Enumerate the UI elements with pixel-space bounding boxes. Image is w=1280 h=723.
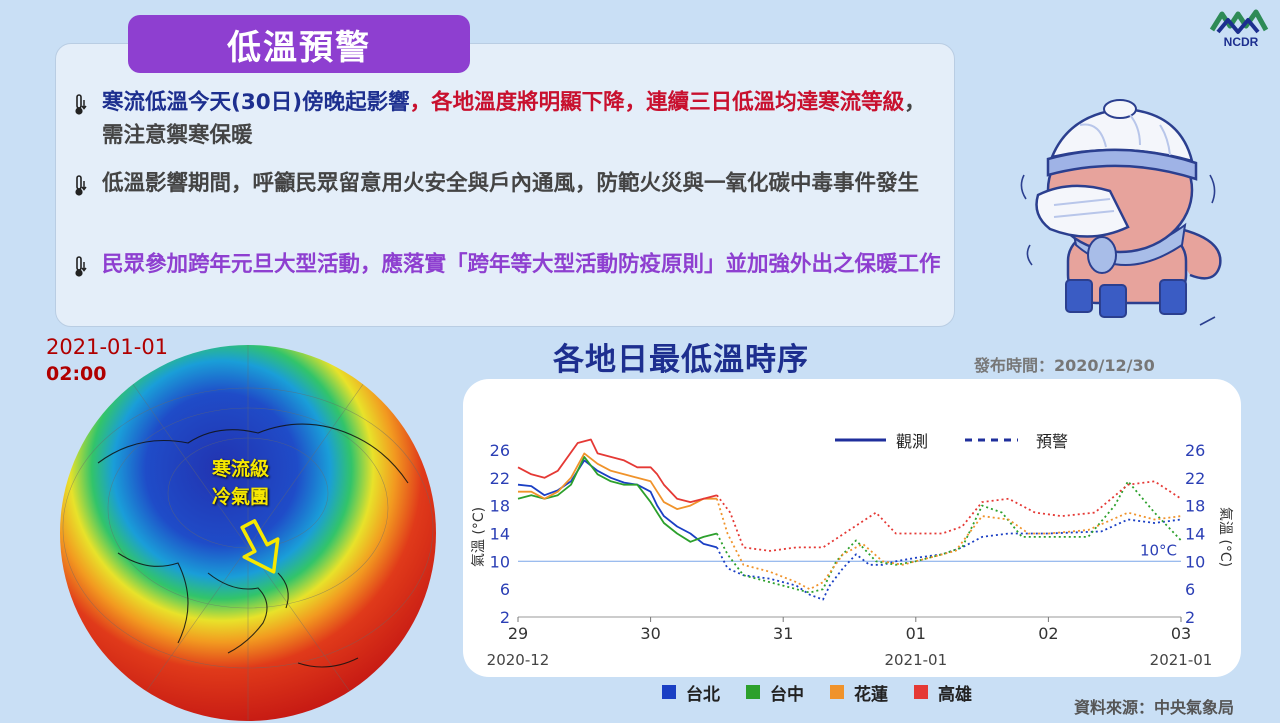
y-tick-label-right: 22 <box>1185 469 1205 488</box>
x-tick-label: 30 <box>640 624 660 643</box>
x-month-label: 2020-12 <box>487 651 550 669</box>
legend-forecast-label: 預警 <box>1036 432 1068 451</box>
legend-label: 高雄 <box>938 684 972 705</box>
x-tick-label: 01 <box>906 624 926 643</box>
page-title: 低溫預警 <box>128 15 470 73</box>
y-tick-label-left: 18 <box>490 497 510 516</box>
map-time: 02:00 <box>46 363 107 385</box>
style-legend: 觀測 預警 <box>835 432 1068 451</box>
y-tick-label-left: 14 <box>490 524 510 543</box>
cold-mascot-illustration <box>1020 99 1222 326</box>
reference-line-label: 10°C <box>1140 541 1177 559</box>
y-tick-label-left: 2 <box>500 608 510 627</box>
legend-item-taipei: 台北 <box>662 680 720 705</box>
data-source: 資料來源：中央氣象局 <box>1074 698 1235 717</box>
cold-label-line-1: 寒流級 <box>212 458 270 480</box>
legend-label: 花蓮 <box>854 684 888 705</box>
y-tick-label-right: 18 <box>1185 497 1205 516</box>
legend-swatch <box>830 685 844 699</box>
legend-label: 台北 <box>686 684 720 705</box>
y-tick-label-right: 14 <box>1185 524 1205 543</box>
x-tick-label: 02 <box>1038 624 1058 643</box>
notice-2-text: 低溫影響期間，呼籲民眾留意用火安全與戶內通風，防範火災與一氧化碳中毒事件發生 <box>102 171 920 196</box>
series-forecast-line-0 <box>716 518 1182 601</box>
legend-item-hualien: 花蓮 <box>830 680 888 705</box>
legend-swatch <box>914 685 928 699</box>
series-observed-line-0 <box>517 459 718 549</box>
x-tick-label: 29 <box>508 624 528 643</box>
notice-panel: 寒流低溫今天(30日)傍晚起影響，各地溫度將明顯下降，連續三日低溫均達寒流等級，… <box>55 43 955 327</box>
series-observed-line-1 <box>517 456 718 543</box>
y-tick-label-right: 6 <box>1185 580 1195 599</box>
legend-observed-label: 觀測 <box>896 432 928 451</box>
series-forecast-line-2 <box>716 498 1182 591</box>
series-forecast-line-3 <box>716 480 1182 552</box>
y-tick-label-right: 26 <box>1185 441 1205 460</box>
notice-1-part-3: ，需注意禦寒保暖 <box>102 90 926 148</box>
y-tick-label-left: 10 <box>490 552 510 571</box>
notice-3-text: 民眾參加跨年元旦大型活動，應落實「跨年等大型活動防疫原則」並加強外出之保暖工作 <box>102 252 941 277</box>
x-tick-label: 03 <box>1171 624 1191 643</box>
thermometer-down-icon <box>75 256 87 277</box>
ncdr-logo: NCDR <box>1209 9 1269 49</box>
y-tick-label-left: 6 <box>500 580 510 599</box>
notice-item: 低溫影響期間，呼籲民眾留意用火安全與戶內通風，防範火災與一氧化碳中毒事件發生 <box>74 167 944 200</box>
y-tick-label-left: 22 <box>490 469 510 488</box>
series-forecast-line-1 <box>716 480 1182 594</box>
chart-title: 各地日最低溫時序 <box>553 342 809 378</box>
issue-time: 發布時間：2020/12/30 <box>974 356 1155 375</box>
y-tick-label-right: 2 <box>1185 608 1195 627</box>
series-observed-line-3 <box>517 438 718 503</box>
notice-1-part-1: 寒流低溫今天(30日)傍晚起影響 <box>102 90 410 115</box>
cold-air-mass-label: 寒流級 冷氣團 <box>212 455 269 511</box>
x-tick-label: 31 <box>773 624 793 643</box>
notice-item: 民眾參加跨年元旦大型活動，應落實「跨年等大型活動防疫原則」並加強外出之保暖工作 <box>74 248 944 281</box>
legend-item-taichung: 台中 <box>746 680 804 705</box>
city-legend: 台北 台中 花蓮 高雄 <box>662 680 998 705</box>
thermometer-down-icon <box>75 175 87 196</box>
cold-label-line-2: 冷氣團 <box>212 486 270 508</box>
temperature-globe-map <box>60 345 436 721</box>
notice-item: 寒流低溫今天(30日)傍晚起影響，各地溫度將明顯下降，連續三日低溫均達寒流等級，… <box>74 86 944 152</box>
legend-swatch <box>746 685 760 699</box>
y-axis-label-left: 氣溫 (°C) <box>471 507 487 567</box>
y-axis-label-right: 氣溫 (°C) <box>1217 507 1233 567</box>
x-month-label: 2021-01 <box>1150 651 1213 669</box>
y-tick-label-right: 10 <box>1185 552 1205 571</box>
thermometer-down-icon <box>75 94 87 115</box>
chart-card <box>463 379 1241 677</box>
series-observed-line-2 <box>518 452 717 510</box>
legend-label: 台中 <box>770 684 804 705</box>
map-date: 2021-01-01 <box>46 335 169 359</box>
legend-item-kaohsiung: 高雄 <box>914 680 972 705</box>
legend-swatch <box>662 685 676 699</box>
logo-text: NCDR <box>1224 35 1259 49</box>
x-month-label: 2021-01 <box>884 651 947 669</box>
notice-1-part-2: ，各地溫度將明顯下降，連續三日低溫均達寒流等級 <box>409 90 905 115</box>
y-tick-label-left: 26 <box>490 441 510 460</box>
